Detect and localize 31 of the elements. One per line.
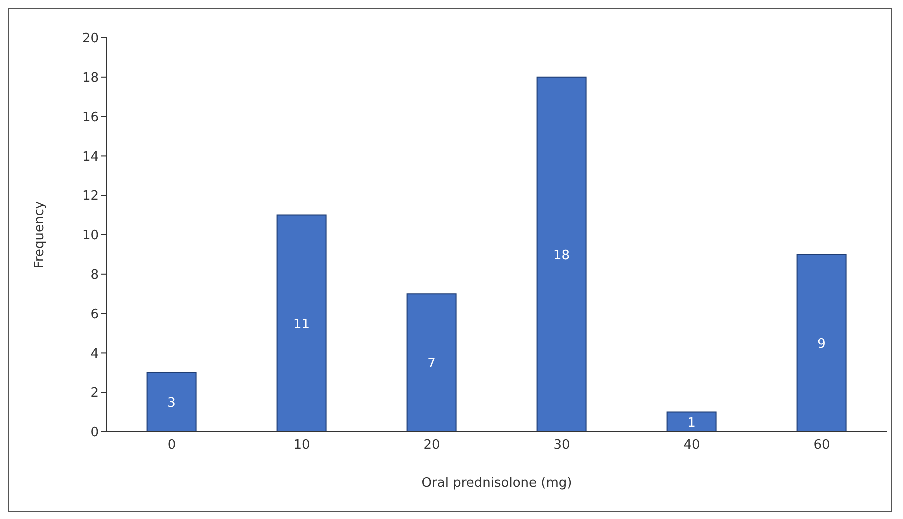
bar — [796, 254, 847, 432]
x-tick-label: 40 — [684, 438, 700, 454]
x-tick-label: 10 — [294, 438, 310, 454]
y-axis-title: Frequency — [32, 201, 48, 269]
y-tick-label: 0 — [90, 426, 99, 441]
data-label: 3 — [168, 396, 176, 412]
data-label: 18 — [554, 248, 570, 264]
bar — [666, 412, 717, 432]
x-tick-label: 60 — [814, 438, 830, 454]
data-label: 11 — [294, 317, 310, 332]
y-tick-label: 2 — [90, 386, 99, 402]
bar — [146, 372, 197, 432]
y-tick-label: 20 — [82, 32, 99, 47]
bar — [536, 76, 587, 432]
data-label: 1 — [688, 416, 696, 431]
bar — [276, 214, 327, 432]
x-tick-label: 30 — [554, 438, 570, 454]
y-tick-label: 14 — [82, 150, 99, 165]
y-tick-label: 6 — [90, 307, 99, 322]
y-tick-label: 8 — [90, 268, 99, 284]
x-axis-title: Oral prednisolone (mg) — [422, 476, 572, 491]
y-tick-label: 18 — [82, 71, 99, 86]
y-tick-label: 12 — [82, 189, 99, 204]
data-label: 9 — [818, 336, 826, 352]
y-tick-label: 10 — [82, 228, 99, 244]
x-tick-label: 0 — [168, 438, 176, 454]
y-tick-label: 16 — [82, 110, 99, 126]
bar — [406, 294, 457, 432]
data-label: 7 — [428, 356, 436, 372]
x-tick-label: 20 — [424, 438, 440, 454]
y-tick-label: 4 — [90, 346, 99, 362]
